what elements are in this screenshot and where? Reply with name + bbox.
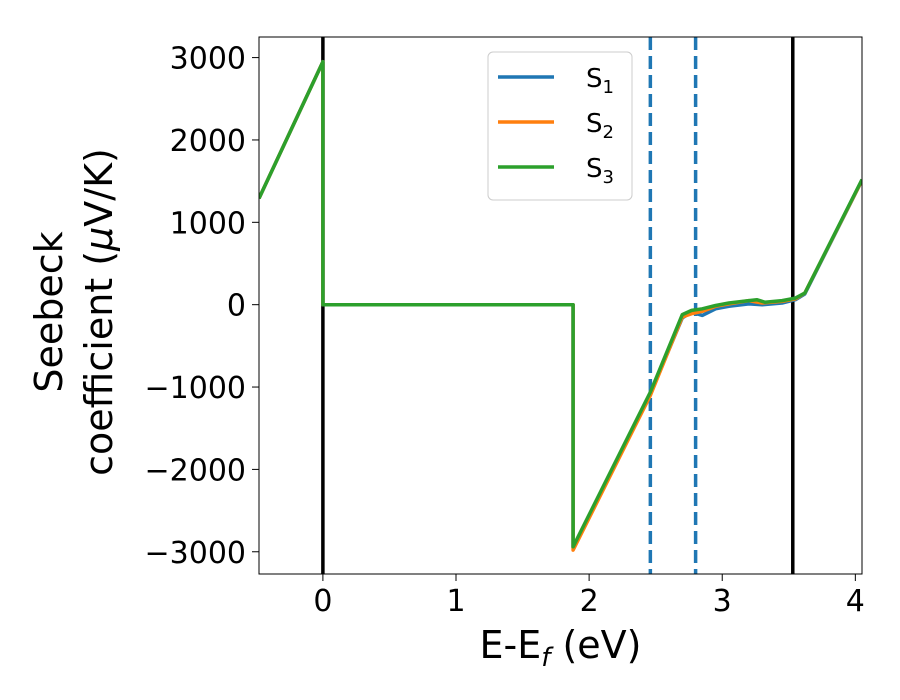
y-tick-label-2: 1000 (170, 206, 246, 241)
x-tick-label-4: 4 (846, 584, 865, 619)
series-layer (259, 59, 862, 552)
y-tick-label-5: −2000 (145, 453, 246, 488)
y-axis-title-line1: Seebeck (27, 231, 71, 392)
y-axis-title: Seebeck coefficient (μV/K) (27, 148, 121, 476)
legend: S1 S2 S3 (487, 51, 633, 201)
y-axis-ticks: 3000 2000 1000 0 −1000 −2000 −3000 (145, 42, 259, 571)
y-axis-title-line2: coefficient (μV/K) (77, 148, 121, 476)
series-line-s3 (259, 59, 862, 549)
x-tick-label-2: 2 (580, 584, 599, 619)
y-tick-label-0: 3000 (170, 42, 246, 77)
legend-label-s2: S2 (586, 109, 614, 143)
legend-label-s3: S3 (586, 154, 614, 188)
legend-box (487, 51, 633, 201)
x-axis-title: E-Ef (eV) (480, 623, 642, 673)
y-tick-label-3: 0 (227, 289, 246, 324)
x-tick-label-3: 3 (713, 584, 732, 619)
y-tick-label-1: 2000 (170, 124, 246, 159)
y-tick-label-4: −1000 (145, 371, 246, 406)
plot-frame (258, 36, 863, 575)
y-tick-label-6: −3000 (145, 536, 246, 571)
x-axis-ticks: 0 1 2 3 4 (313, 574, 865, 619)
x-tick-label-1: 1 (446, 584, 465, 619)
legend-label-s1: S1 (586, 64, 614, 98)
x-tick-label-0: 0 (313, 584, 332, 619)
